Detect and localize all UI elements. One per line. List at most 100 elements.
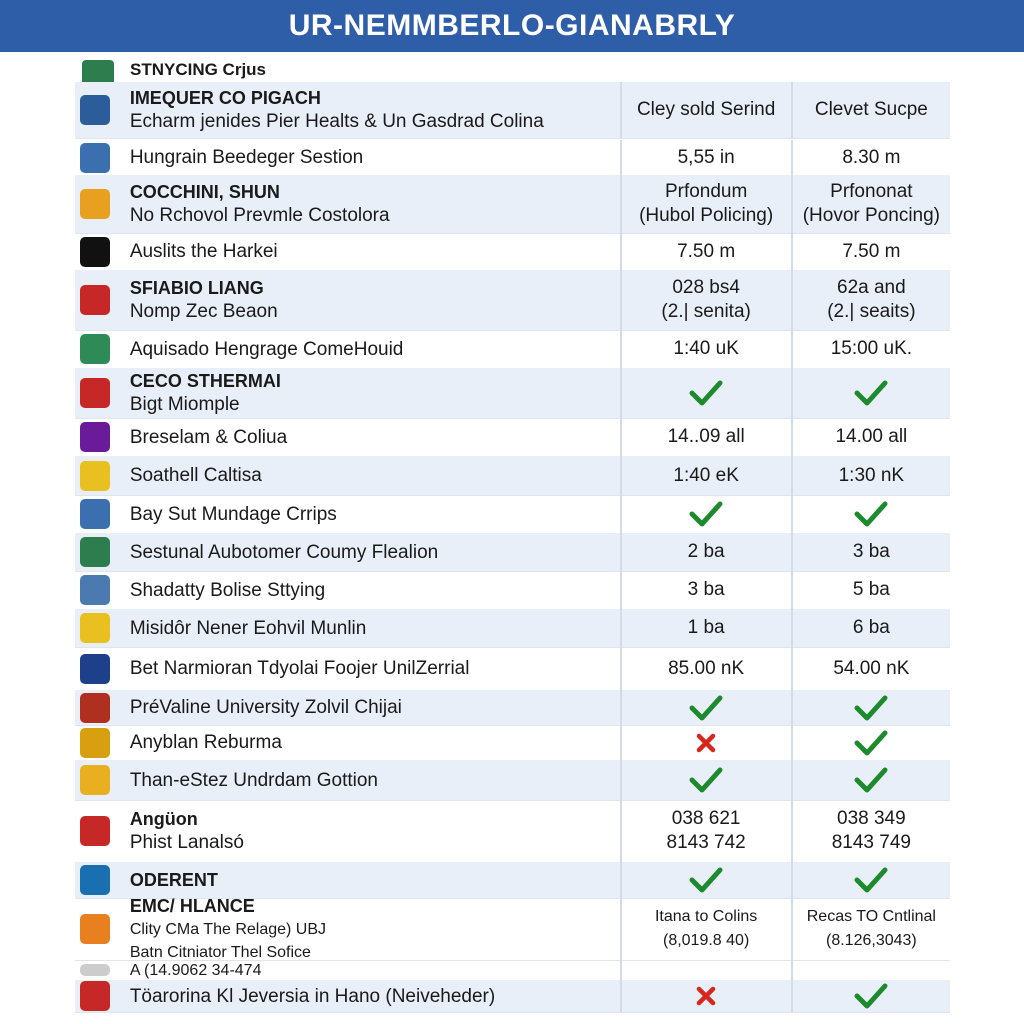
name-line: CECO STHERMAI (129, 371, 281, 391)
cell (790, 495, 950, 533)
cell-line: 1 ba (687, 617, 725, 638)
cell-line: (Hubol Policing) (639, 205, 774, 226)
logo (75, 233, 115, 270)
name-line: COCCHINI, SHUN (129, 182, 280, 202)
logo (75, 270, 115, 330)
logo-image (79, 460, 110, 491)
check-icon (853, 499, 889, 529)
cell-line: 038 349 (837, 808, 906, 829)
cell: 1:40 uK (619, 330, 791, 368)
table-row: Hungrain Beedeger Sestion 5,55 in 8.30 m (75, 140, 950, 176)
row-name: Hungrain Beedeger Sestion (115, 146, 620, 169)
check-icon (688, 693, 724, 723)
name-line: Shadatty Bolise Sttying (129, 579, 326, 601)
cell: 5,55 in (619, 140, 791, 175)
cell: 62a and (2.| seaits) (790, 270, 950, 330)
logo-image (79, 499, 110, 529)
cell: 54.00 nK (790, 647, 950, 690)
name-line: No Rchovol Prevmle Costolora (129, 205, 390, 226)
cell: 3 ba (790, 533, 950, 571)
cell (619, 725, 791, 760)
logo (75, 609, 115, 647)
logo-image (79, 816, 110, 846)
name-line: Bay Sut Mundage Crrips (129, 503, 337, 525)
cell-line: 5,55 in (677, 146, 735, 168)
logo (75, 571, 115, 609)
name-line: Bet Narmioran Tdyolai Foojer UnilZerrial (129, 658, 470, 679)
table-row: Shadatty Bolise Sttying 3 ba 5 ba (75, 571, 950, 610)
cell (790, 760, 950, 800)
cell (619, 960, 791, 980)
check-icon (853, 765, 889, 795)
name-line: Bigt Miomple (129, 394, 240, 415)
name-line: Auslits the Harkei (129, 241, 278, 262)
logo (75, 898, 115, 960)
name-line: SFIABIO LIANG (129, 278, 264, 298)
table-row: Soathell Caltisa 1:40 eK 1:30 nK (75, 456, 950, 496)
cell: 1 ba (619, 609, 791, 647)
check-icon (688, 499, 724, 529)
table-row: Breselam & Coliua 14..09 all 14.00 all (75, 418, 950, 457)
name-line: IMEQUER CO PIGACH (129, 88, 321, 108)
cell: 6 ba (790, 609, 950, 647)
name-line: Hungrain Beedeger Sestion (129, 147, 364, 168)
cell-line: 1:40 uK (673, 338, 739, 359)
name-line: A (14.9062 34-474 (129, 961, 262, 979)
check-icon (688, 865, 724, 895)
name-line: Batn Citniator Thel Sofice (129, 943, 311, 961)
table-row: SFIABIO LIANG Nomp Zec Beaon 028 bs4 (2.| s… (75, 270, 950, 331)
table-row: Than-eStez Undrdam Gottion (75, 760, 950, 801)
row-name: Shadatty Bolise Sttying (115, 579, 620, 602)
name-line: Echarm jenides Pier Healts & Un Gasdrad … (129, 111, 544, 132)
cell: 028 bs4 (2.| senita) (619, 270, 791, 330)
row-name: ODERENT (115, 869, 620, 892)
row-name: Angüon Phist Lanalsó (115, 808, 620, 854)
logo-image (79, 285, 110, 315)
name-line: Sestunal Aubotomer Coumy Flealion (129, 541, 439, 563)
cell-line: 3 ba (687, 579, 725, 600)
logo-image (79, 422, 110, 452)
cell-line: (2.| senita) (661, 301, 751, 322)
cell (619, 980, 791, 1012)
cell: 038 621 8143 742 (619, 800, 791, 862)
title-bar: UR-NEMMBERLO-GIANABRLY (0, 0, 1024, 52)
cell-line: Prfondum (664, 181, 748, 202)
cell-line: 15:00 uK. (830, 338, 913, 359)
row-name: EMC/ HLANCE Clity CMa The Relage) UBJ Batn… (115, 895, 620, 964)
cell-line: 2 ba (687, 541, 725, 562)
cell: Prfononat (Hovor Poncing) (790, 175, 950, 233)
logo-image (79, 236, 110, 267)
cell-line: 5 ba (852, 579, 890, 600)
cell: 14..09 all (619, 418, 791, 456)
row-name: Auslits the Harkei (115, 240, 620, 263)
logo (75, 647, 115, 690)
name-line: Misidôr Nener Eohvil Munlin (129, 617, 367, 639)
row-name: Than-eStez Undrdam Gottion (115, 769, 620, 792)
table-row: Auslits the Harkei 7.50 m 7.50 m (75, 233, 950, 271)
cell-line: (Hovor Poncing) (802, 205, 940, 226)
cell (619, 690, 791, 725)
cell-line: Prfononat (830, 181, 913, 202)
cell-line: 8143 742 (666, 832, 746, 853)
row-name: Bet Narmioran Tdyolai Foojer UnilZerrial (115, 657, 620, 680)
cell-line: 6 ba (852, 617, 890, 638)
cell-line: 028 bs4 (672, 277, 740, 298)
logo-image (79, 653, 110, 684)
name-line: Phist Lanalsó (129, 832, 244, 853)
logo-image (79, 964, 110, 976)
logo (75, 330, 115, 368)
logo-image (79, 914, 110, 944)
row-name: SFIABIO LIANG Nomp Zec Beaon (115, 277, 620, 323)
logo-image (79, 865, 110, 895)
cell-line: 038 621 (671, 808, 741, 829)
cell: 038 349 8143 749 (790, 800, 950, 862)
logo (75, 418, 115, 456)
logo (75, 725, 115, 760)
cell-line: 1:30 nK (838, 464, 905, 486)
logo (75, 456, 115, 495)
logo (75, 862, 115, 898)
cell-line: Recas TO Cntlinal (806, 908, 936, 925)
caption: STNYCING Crjus (130, 60, 267, 79)
table-row: PréValine University Zolvil Chijai (75, 690, 950, 726)
cross-icon (688, 981, 724, 1011)
